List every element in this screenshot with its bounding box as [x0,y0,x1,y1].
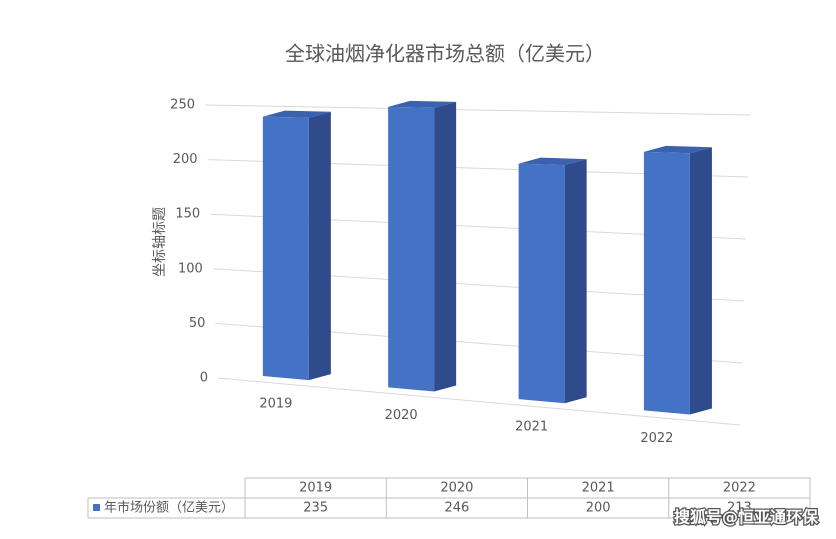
bar-top [388,100,457,108]
bar-top [518,157,587,166]
bar-side [689,147,712,415]
table-value: 213 [727,501,752,516]
chart-title: 全球油烟净化器市场总额（亿美元） [285,42,605,66]
bar [262,116,309,381]
bar [518,163,565,404]
x-tick-label: 2021 [515,420,548,435]
bar-top [262,110,331,118]
y-tick-label: 50 [189,316,206,331]
legend-label: 年市场份额（亿美元） [104,500,234,516]
grid-line [204,104,751,116]
bar [643,151,690,415]
y-tick-label: 0 [200,371,208,386]
legend-swatch [93,504,100,511]
table-value: 246 [444,501,469,516]
y-tick-label: 100 [178,261,203,276]
table-value: 200 [586,501,611,516]
watermark: 搜狐号@恒亚通环保 [674,508,819,527]
y-tick-label: 200 [173,152,198,167]
y-tick-label: 250 [170,98,195,113]
bar-top [643,145,712,154]
y-tick-label: 150 [175,207,200,222]
table-value: 235 [303,501,328,516]
grid-line [217,377,741,426]
y-axis-label: 坐标轴标题 [152,207,168,277]
x-tick-label: 2022 [640,431,673,446]
x-tick-label: 2020 [385,408,418,423]
x-tick-label: 2019 [259,397,292,412]
bar-side [564,159,587,404]
table-header: 2021 [582,481,615,496]
table-header: 2019 [299,481,332,496]
table-header: 2020 [440,481,473,496]
bar-side [434,101,457,392]
table-header: 2022 [723,481,756,496]
bar-side [308,111,331,381]
bar [388,106,435,392]
